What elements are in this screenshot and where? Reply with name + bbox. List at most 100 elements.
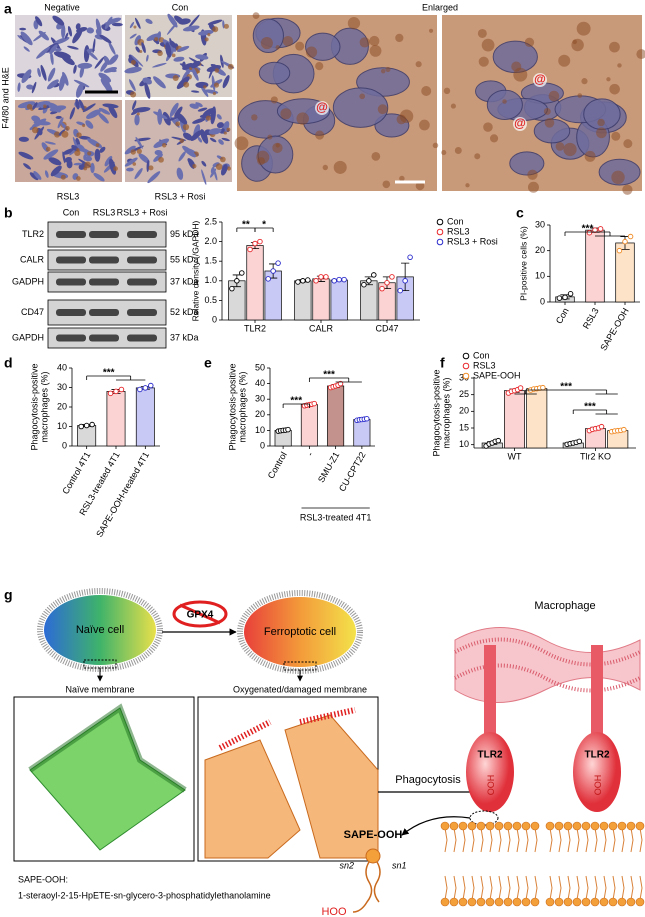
y-axis-label: macrophages (%) xyxy=(441,377,451,448)
stain xyxy=(60,174,66,180)
lipid-tail xyxy=(453,827,457,901)
nucleus xyxy=(129,79,136,92)
stain xyxy=(636,49,645,60)
stain xyxy=(227,63,234,70)
stain xyxy=(132,162,137,166)
nucleus xyxy=(108,41,116,55)
nucleus xyxy=(67,25,73,37)
nucleus xyxy=(134,114,140,126)
nucleus xyxy=(252,18,284,54)
lipid-head xyxy=(512,821,522,831)
data-point xyxy=(323,274,329,280)
process-label: Phagocytosis xyxy=(395,774,461,786)
y-tick-label: 50 xyxy=(255,362,265,372)
stain xyxy=(369,35,380,47)
data-point xyxy=(540,384,546,391)
lipid-tail xyxy=(525,827,529,901)
significance-label: *** xyxy=(584,402,596,413)
nucleus xyxy=(146,54,149,62)
row-label: F4/80 and H&E xyxy=(0,67,10,129)
nucleus xyxy=(176,76,190,89)
nucleus xyxy=(64,32,69,39)
y-tick-label: 10 xyxy=(459,439,469,449)
nucleus xyxy=(31,115,41,123)
lipid-head xyxy=(545,821,555,831)
lipid-head xyxy=(617,821,627,831)
stain xyxy=(558,54,571,67)
receptor-label: TLR2 xyxy=(478,750,503,761)
legend-marker xyxy=(462,362,470,370)
stain xyxy=(213,82,220,88)
band xyxy=(127,231,157,238)
y-tick-label: 25 xyxy=(459,389,469,399)
x-tick-label: Con xyxy=(554,306,571,325)
lipid-tail xyxy=(471,827,475,901)
nucleus xyxy=(124,145,136,155)
nucleus xyxy=(177,45,190,52)
x-tick-label: TLR2 xyxy=(244,323,266,333)
nucleus xyxy=(17,34,23,40)
stain xyxy=(596,127,607,139)
y-axis-label: macrophages (%) xyxy=(39,371,49,442)
lipid-head xyxy=(626,897,636,907)
data-point xyxy=(371,272,377,278)
nucleus xyxy=(111,22,123,27)
stain xyxy=(432,142,439,149)
lipid-bilayer xyxy=(440,821,645,907)
stain xyxy=(543,107,551,115)
stain xyxy=(87,151,92,156)
stain xyxy=(26,103,33,110)
nucleus xyxy=(182,62,194,70)
nucleus xyxy=(77,62,93,69)
nucleus xyxy=(69,107,76,120)
stain xyxy=(76,148,80,152)
nucleus xyxy=(173,56,185,62)
stain xyxy=(183,81,190,88)
legend-marker xyxy=(436,228,444,236)
lipid-tail xyxy=(352,861,381,913)
data-point xyxy=(142,385,149,391)
nucleus xyxy=(66,160,73,169)
data-point xyxy=(247,246,253,253)
receptor-stalk xyxy=(591,645,603,735)
lipid-head xyxy=(608,821,618,831)
column-footer: RSL3 + Rosi xyxy=(155,191,206,201)
stain xyxy=(270,96,278,104)
nucleus xyxy=(17,101,36,109)
nucleus xyxy=(213,169,218,181)
stain xyxy=(622,184,633,195)
legend-label: Con xyxy=(447,216,464,226)
nucleus xyxy=(99,34,112,44)
lipid-tail xyxy=(621,827,625,901)
bar xyxy=(327,385,345,447)
lipid-head xyxy=(635,897,645,907)
nucleus xyxy=(23,163,32,170)
nucleus xyxy=(78,99,85,112)
lipid-tail xyxy=(462,827,466,901)
data-point xyxy=(366,278,372,284)
nucleus xyxy=(97,112,109,124)
membrane-sheet xyxy=(204,739,301,859)
lipid-tail xyxy=(576,827,580,901)
lipid-head xyxy=(563,821,573,831)
lipid-tail xyxy=(534,827,538,901)
lipid-tail xyxy=(639,827,643,901)
bar xyxy=(300,404,318,447)
nucleus xyxy=(201,169,207,185)
lipid-head xyxy=(494,897,504,907)
nucleus xyxy=(192,117,206,124)
inhibition xyxy=(179,603,221,625)
data-point xyxy=(300,278,306,284)
nucleus xyxy=(154,150,163,156)
y-tick-label: 10 xyxy=(255,425,265,435)
y-tick-label: 2.5 xyxy=(204,216,217,226)
nucleus xyxy=(210,166,215,174)
x-tick-label: Control 4T1 xyxy=(60,450,92,496)
nucleus xyxy=(73,162,83,166)
nucleus xyxy=(108,54,119,65)
nucleus xyxy=(486,89,523,120)
lipid-head xyxy=(581,897,591,907)
nucleus xyxy=(92,38,96,54)
band xyxy=(89,334,119,342)
lipid-tail xyxy=(594,827,598,901)
